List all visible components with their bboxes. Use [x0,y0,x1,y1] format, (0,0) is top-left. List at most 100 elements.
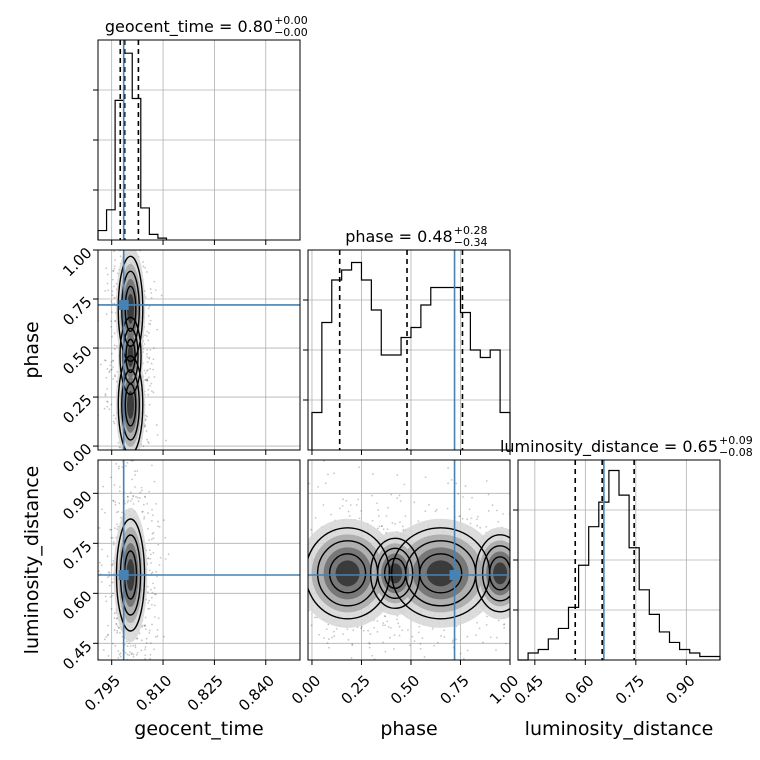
xtick-label-luminosity_distance: 0.60 [561,672,597,708]
scatter-point [116,625,119,628]
scatter-point [528,564,530,566]
scatter-point [141,510,144,513]
scatter-point [129,236,131,238]
scatter-point [368,646,371,649]
scatter-point [495,509,498,512]
scatter-point [495,649,497,651]
scatter-point [108,236,110,238]
scatter-point [111,537,114,539]
scatter-point [154,616,156,618]
scatter-point [524,585,526,587]
scatter-point [362,629,365,632]
scatter-point [133,455,135,457]
scatter-point [118,145,120,147]
scatter-point [377,527,379,530]
contour-line [328,553,367,594]
title-err-minus: −0.34 [454,236,488,249]
scatter-point [118,465,120,468]
scatter-point [148,539,150,541]
scatter-point [114,221,116,223]
scatter-point [113,265,116,268]
scatter-point [523,552,525,554]
scatter-point [139,491,142,494]
scatter-point [349,504,352,506]
scatter-point [373,626,376,629]
scatter-point [519,592,521,594]
scatter-point [304,591,306,593]
scatter-point [131,466,133,468]
scatter-point [413,668,415,670]
scatter-point [126,495,129,498]
scatter-point [141,489,143,492]
scatter-point [269,518,271,520]
scatter-point [153,604,156,607]
scatter-point [519,603,521,605]
scatter-point [134,646,137,649]
scatter-point [111,594,113,597]
scatter-point [152,582,154,585]
xtick-label-geocent_time: 0.795 [81,672,124,715]
scatter-point [435,508,438,511]
scatter-point [149,348,152,351]
scatter-point [526,561,528,563]
scatter-point [147,376,150,379]
scatter-point [143,624,146,627]
scatter-point [135,653,138,656]
scatter-point [150,382,153,385]
scatter-point [104,359,107,362]
scatter-point [140,238,142,240]
scatter-point [117,656,120,659]
scatter-point [93,485,95,487]
scatter-point [523,566,525,568]
scatter-point [111,335,113,338]
scatter-point [289,559,291,561]
scatter-point [146,361,149,364]
scatter-point [126,461,129,464]
scatter-point [135,453,137,455]
scatter-point [111,581,114,584]
scatter-point [128,642,131,645]
scatter-point [347,510,350,513]
scatter-point [149,319,152,322]
contour-line [481,545,510,602]
scatter-point [150,588,152,591]
scatter-point [150,562,152,564]
scatter-point [111,642,114,645]
scatter-point [552,544,554,546]
scatter-point [396,618,398,621]
scatter-point [113,422,116,425]
scatter-point [219,510,221,512]
scatter-point [130,653,133,656]
scatter-point [109,476,112,479]
scatter-point [103,359,106,362]
scatter-point [478,627,481,630]
scatter-point [134,470,136,473]
scatter-point [519,593,521,595]
scatter-point [164,558,167,560]
scatter-point [342,633,345,635]
scatter-point [112,452,114,454]
scatter-point [147,442,150,445]
scatter-point [146,467,148,469]
scatter-point [115,345,118,347]
scatter-point [384,624,386,627]
scatter-point [520,557,522,559]
scatter-point [102,649,105,651]
scatter-point [155,185,157,187]
scatter-point [159,556,162,559]
scatter-point [146,378,149,381]
scatter-point [318,633,321,636]
scatter-point [114,644,117,647]
scatter-point [358,517,361,520]
truth-marker [449,570,460,580]
scatter-point [113,296,116,299]
scatter-point [278,570,280,572]
scatter-point [148,356,151,359]
scatter-point [355,504,358,506]
scatter-point [91,363,93,365]
scatter-point [108,408,111,411]
scatter-point [118,626,120,629]
scatter-point [151,508,153,511]
scatter-point [290,495,292,497]
